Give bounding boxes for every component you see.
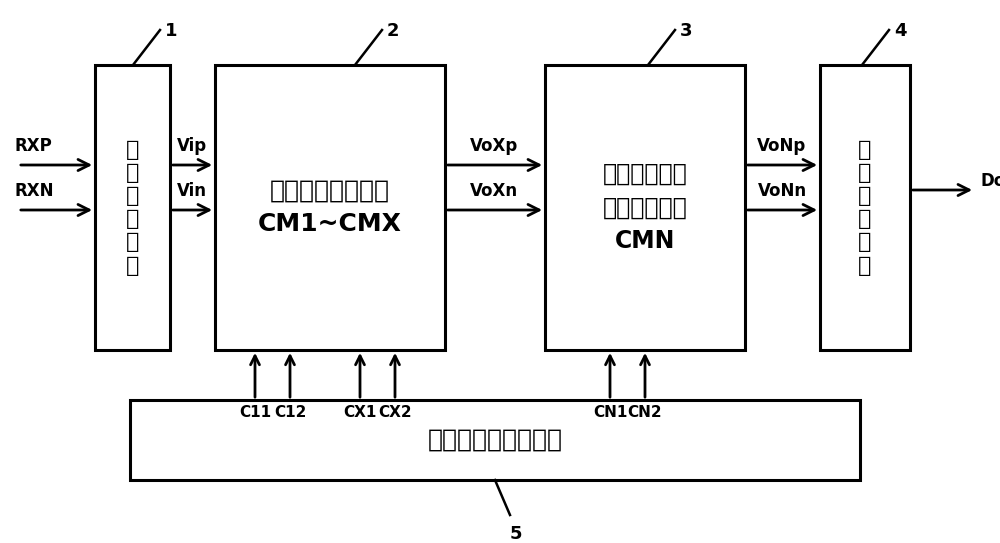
- Text: Vin: Vin: [177, 182, 207, 200]
- Text: 共模可调放大电路
CM1~CMX: 共模可调放大电路 CM1~CMX: [258, 179, 402, 236]
- Text: CX1: CX1: [343, 405, 377, 420]
- Bar: [820, 65, 910, 350]
- Text: 4: 4: [894, 22, 906, 40]
- Text: 3: 3: [680, 22, 692, 40]
- Text: 输
出
整
形
电
路: 输 出 整 形 电 路: [858, 140, 872, 275]
- Bar: [130, 400, 860, 480]
- Text: VoXn: VoXn: [470, 182, 518, 200]
- Text: CN2: CN2: [628, 405, 662, 420]
- Text: RXN: RXN: [15, 182, 54, 200]
- Bar: [545, 65, 745, 350]
- Text: RXP: RXP: [15, 137, 53, 155]
- Text: VoXp: VoXp: [470, 137, 518, 155]
- Text: VoNn: VoNn: [757, 182, 807, 200]
- Text: CN1: CN1: [593, 405, 627, 420]
- Text: CX2: CX2: [378, 405, 412, 420]
- Text: VoNp: VoNp: [757, 137, 807, 155]
- Text: Dout: Dout: [980, 172, 1000, 190]
- Text: C12: C12: [274, 405, 306, 420]
- Text: 5: 5: [510, 525, 522, 543]
- Bar: [95, 65, 170, 350]
- Text: Vip: Vip: [177, 137, 207, 155]
- Text: 1: 1: [165, 22, 178, 40]
- Text: 输
入
接
收
电
路: 输 入 接 收 电 路: [126, 140, 139, 275]
- Bar: [215, 65, 445, 350]
- Text: C11: C11: [239, 405, 271, 420]
- Text: 2: 2: [387, 22, 400, 40]
- Text: 共模自适应调整电路: 共模自适应调整电路: [428, 428, 562, 452]
- Text: 高灵敏度共模
可调放大电路
CMN: 高灵敏度共模 可调放大电路 CMN: [603, 162, 687, 253]
